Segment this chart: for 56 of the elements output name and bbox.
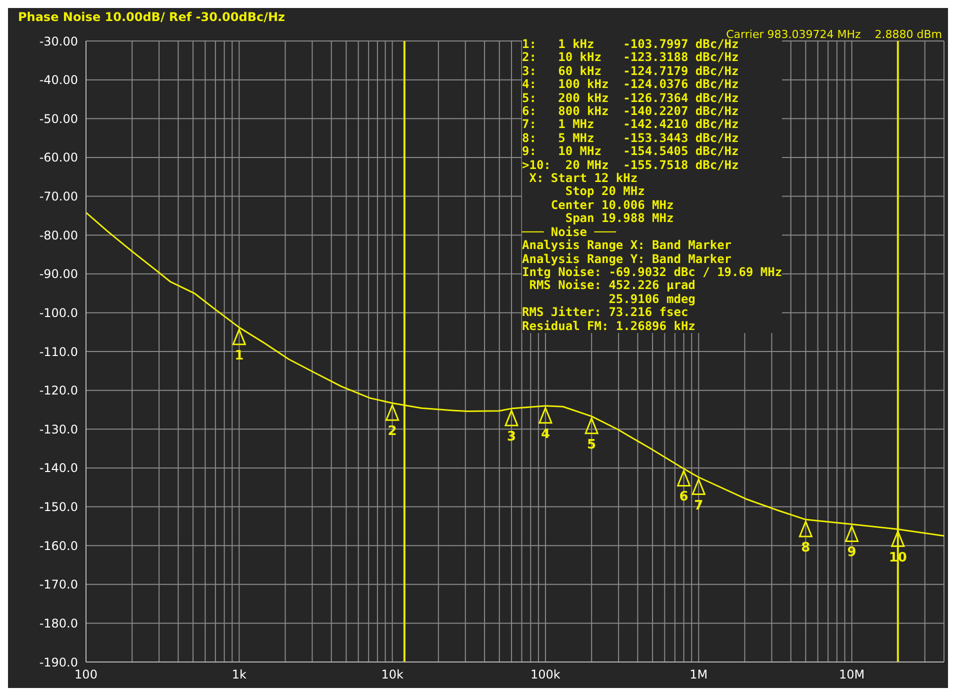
annotation: 9: 10 MHz -154.5405 dBc/Hz — [522, 144, 740, 159]
y-tick-label: -190.0 — [39, 655, 78, 670]
y-tick-label: -130.0 — [39, 422, 78, 436]
text: 2.8880 dBm — [874, 28, 942, 41]
annotation: Analysis Range X: Band Marker — [522, 238, 733, 252]
x-tick-label: 1k — [232, 668, 246, 682]
annotation: 1: 1 kHz -103.7997 dBc/Hz — [522, 37, 739, 52]
x-tick-label: 10k — [381, 668, 404, 682]
y-tick-label: -50.00 — [39, 112, 78, 126]
annotation: 8: 5 MHz -153.3443 dBc/Hz — [522, 130, 740, 146]
annotation: 6 — [679, 490, 688, 505]
annotation: 25.9106 mdeg — [608, 292, 696, 306]
y-tick-label: -150.0 — [39, 500, 78, 514]
annotation: 2: 10 kHz -123.3188 dBc/Hz — [522, 50, 740, 65]
y-tick-label: -180.0 — [39, 616, 78, 630]
annotation: X: Start 12 kHz — [528, 171, 639, 186]
y-tick-label: -120.0 — [39, 384, 78, 398]
annotation: ─── Noise ─── — [522, 224, 618, 239]
y-tick-label: -80.00 — [39, 228, 78, 242]
annotation: Analysis Range Y: Band Marker — [522, 252, 733, 266]
annotation: 6: 800 kHz -140.2207 dBc/Hz — [522, 104, 740, 118]
annotation: 8 — [801, 540, 810, 556]
y-tick-label: -170.0 — [39, 578, 78, 592]
annotation: 7: 1 MHz -142.4210 dBc/Hz — [522, 117, 740, 132]
annotation: Residual FM: 1.26896 kHz — [522, 318, 696, 333]
annotation: Stop 20 MHz — [564, 184, 646, 199]
x-tick-label: 1M — [690, 668, 708, 682]
annotation: 2 — [388, 424, 397, 440]
annotation: Center 10.006 MHz — [550, 198, 675, 212]
annotation: Intg Noise: -69.9032 dBc / 19.69 MHz — [522, 264, 782, 279]
annotation: Span 19.988 MHz — [564, 211, 675, 226]
y-tick-label: -90.00 — [39, 267, 78, 282]
y-tick-label: -140.0 — [39, 461, 78, 476]
y-tick-label: -60.00 — [39, 150, 78, 165]
y-tick-label: -30.00 — [39, 34, 78, 48]
y-tick-label: -160.0 — [39, 538, 78, 553]
annotation: 5 — [587, 437, 596, 452]
y-tick-label: -100.0 — [39, 306, 78, 320]
y-tick-label: -110.0 — [39, 344, 78, 359]
annotation: >10: 20 MHz -155.7518 dBc/Hz — [522, 158, 740, 172]
annotation: 1 — [234, 348, 244, 364]
annotation: RMS Jitter: 73.216 fsec — [522, 305, 688, 320]
chart-title: Phase Noise 10.00dB/ Ref -30.00dBc/Hz — [18, 10, 285, 24]
y-tick-label: -70.00 — [39, 190, 78, 204]
annotation: 3 — [506, 430, 516, 445]
annotation: RMS Noise: 452.226 µrad — [529, 278, 696, 293]
x-tick-label: 100 — [74, 668, 98, 682]
annotation: 4: 100 kHz -124.0376 dBc/Hz — [522, 77, 740, 92]
annotation: 9 — [847, 545, 856, 560]
annotation: 4 — [540, 426, 550, 442]
annotation: 7 — [694, 498, 704, 514]
annotation: 3: 60 kHz -124.7179 dBc/Hz — [522, 64, 740, 78]
x-tick-label: 100k — [530, 668, 560, 682]
x-tick-label: 10M — [838, 668, 865, 682]
y-tick-label: -40.00 — [39, 73, 78, 88]
annotation: 5: 200 kHz -126.7364 dBc/Hz — [522, 90, 740, 106]
